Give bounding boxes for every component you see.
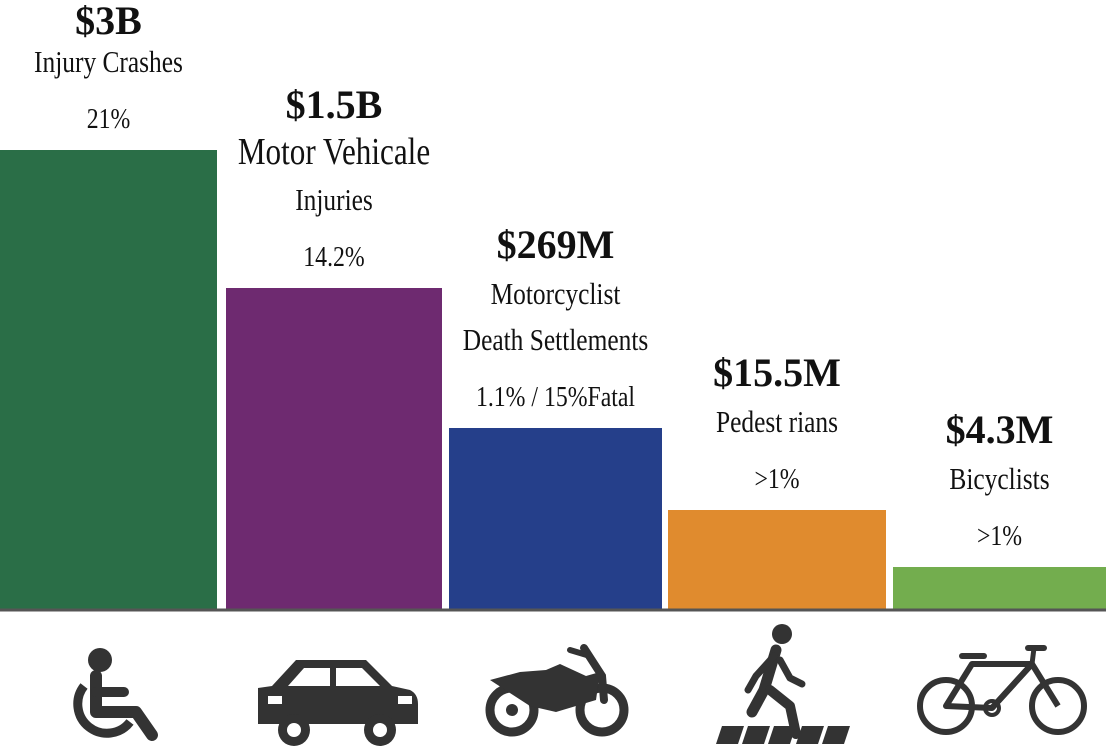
bar-group: $269M Motorcyclist Death Settlements 1.1% /…: [449, 222, 662, 609]
percent-label: 1.1% / 15%Fatal: [476, 380, 635, 413]
bar: [0, 150, 217, 609]
percent-label: 21%: [87, 102, 131, 135]
value-label: $15.5M: [713, 350, 841, 395]
percent-label: >1%: [754, 462, 799, 495]
car-icon: [258, 660, 418, 746]
category-label: Injuries: [295, 184, 373, 218]
bicycle-icon: [917, 645, 1087, 735]
value-label: $4.3M: [946, 407, 1054, 452]
category-label: Bicyclists: [949, 463, 1049, 497]
category-label: Injury Crashes: [34, 46, 183, 80]
percent-label: >1%: [977, 519, 1022, 552]
bar: [226, 288, 442, 609]
category-label: Pedest rians: [716, 406, 838, 440]
category-label: Motor Vehicale: [238, 130, 430, 173]
motorcycle-icon: [485, 644, 629, 737]
category-label: Death Settlements: [463, 324, 649, 358]
bar: [893, 567, 1106, 609]
pedestrian-icon: [716, 624, 850, 744]
bar-group: $4.3M Bicyclists >1%: [893, 407, 1106, 609]
bar-group: $15.5M Pedest rians >1%: [668, 350, 886, 609]
value-label: $269M: [497, 222, 615, 267]
bar: [449, 428, 662, 609]
category-label: Motorcyclist: [491, 278, 621, 312]
percent-label: 14.2%: [303, 240, 364, 273]
wheelchair-icon: [73, 648, 158, 741]
value-label: $1.5B: [286, 82, 383, 127]
bar: [668, 510, 886, 609]
value-label: $3B: [75, 0, 142, 43]
